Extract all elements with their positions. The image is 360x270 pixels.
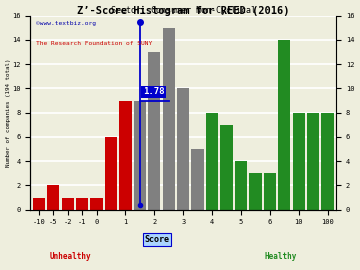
Bar [278,40,291,210]
Bar [264,173,276,210]
Bar [249,173,261,210]
Bar [47,185,59,210]
Bar [235,161,247,210]
Text: Sector: Consumer Non-Cyclical: Sector: Consumer Non-Cyclical [111,6,256,15]
Bar [220,125,233,210]
Bar [90,198,103,210]
Bar [177,88,189,210]
Bar [192,149,204,210]
Text: The Research Foundation of SUNY: The Research Foundation of SUNY [36,41,153,46]
Bar [119,100,132,210]
Bar [76,198,88,210]
Text: Unhealthy: Unhealthy [49,252,91,261]
Bar [105,137,117,210]
Bar [134,100,146,210]
Bar [148,52,161,210]
Text: 1.78: 1.78 [143,87,164,96]
Bar [62,198,74,210]
Bar [163,28,175,210]
Bar [307,113,319,210]
Bar [206,113,218,210]
Text: Healthy: Healthy [265,252,297,261]
Bar [321,113,334,210]
Title: Z’-Score Histogram for REED (2016): Z’-Score Histogram for REED (2016) [77,6,289,16]
Text: Score: Score [145,235,170,244]
Bar [293,113,305,210]
Text: ©www.textbiz.org: ©www.textbiz.org [36,21,96,26]
Y-axis label: Number of companies (194 total): Number of companies (194 total) [5,58,10,167]
Bar [33,198,45,210]
